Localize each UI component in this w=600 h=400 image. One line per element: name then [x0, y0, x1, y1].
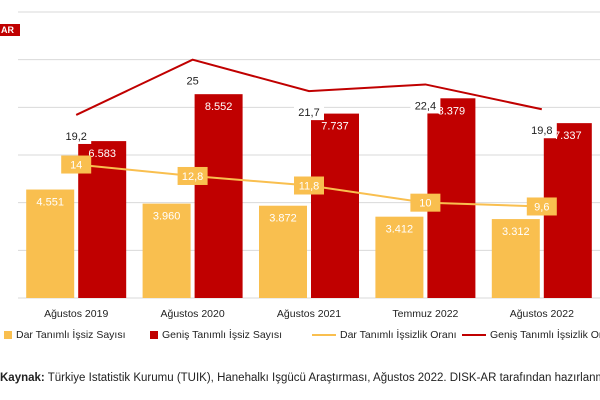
bar-label: 8.379 [438, 105, 466, 117]
line-label-box [294, 102, 324, 121]
bar-label: 4.551 [36, 197, 64, 209]
bar-label: 7.737 [321, 121, 349, 133]
x-tick-label: Temmuz 2022 [392, 308, 458, 320]
line-label-box [61, 125, 92, 144]
bar-genis [311, 113, 359, 298]
legend-label: Dar Tanımlı İşsiz Sayısı [16, 328, 126, 341]
series-line-genis [75, 58, 543, 116]
line-label: 19,2 [65, 131, 86, 143]
logo: AR [0, 24, 20, 36]
line-label: 12,8 [182, 171, 203, 183]
line-label-box [410, 95, 441, 114]
bar-label: 3.312 [502, 226, 530, 238]
line-label-box [526, 197, 557, 216]
line-label: 25 [186, 76, 198, 88]
legend-swatch [4, 331, 12, 339]
legend-label: Dar Tanımlı İşsizlik Oranı [340, 328, 457, 341]
bar-label: 6.583 [88, 148, 116, 160]
legend-label: Geniş Tanımlı İşsizlik Oranı [490, 328, 600, 341]
x-tick-label: Ağustos 2022 [510, 308, 574, 320]
line-label-box [526, 120, 557, 139]
line-label-box [410, 193, 441, 212]
line-label: 10 [419, 198, 431, 210]
line-label: 14 [70, 160, 82, 172]
bar-label: 3.872 [269, 213, 297, 225]
x-tick-label: Ağustos 2020 [160, 308, 224, 320]
bar-label: 7.337 [554, 130, 582, 142]
bar-label: 3.412 [386, 224, 414, 236]
bar-dar [491, 219, 540, 298]
logo-text: AR [1, 25, 14, 35]
line-label: 21,7 [298, 107, 319, 119]
bar-dar [142, 203, 191, 298]
x-tick-label: Ağustos 2019 [44, 308, 108, 320]
line-label-box [177, 166, 208, 185]
bar-dar [26, 189, 75, 298]
bar-dar [375, 216, 424, 298]
source-text: Türkiye İstatistik Kurumu (TÜİK), Haneha… [44, 372, 600, 384]
x-tick-label: Ağustos 2021 [277, 308, 341, 320]
line-label-box [294, 176, 324, 195]
bar-label: 8.552 [205, 101, 233, 113]
line-label-box [177, 70, 208, 89]
legend-label: Geniş Tanımlı İşsiz Sayısı [162, 328, 282, 341]
source-note: Kaynak: Türkiye İstatistik Kurumu (TÜİK)… [0, 372, 600, 384]
bar-genis [194, 94, 243, 298]
bar-label: 3.960 [153, 211, 181, 223]
line-label: 11,8 [299, 181, 320, 193]
line-label: 9,6 [534, 201, 549, 213]
legend-swatch [150, 331, 158, 339]
bar-dar [259, 205, 307, 298]
line-label: 22,4 [415, 100, 436, 112]
line-label-box [61, 155, 92, 174]
source-label: Kaynak: [0, 372, 45, 384]
line-label: 19,8 [531, 125, 552, 137]
